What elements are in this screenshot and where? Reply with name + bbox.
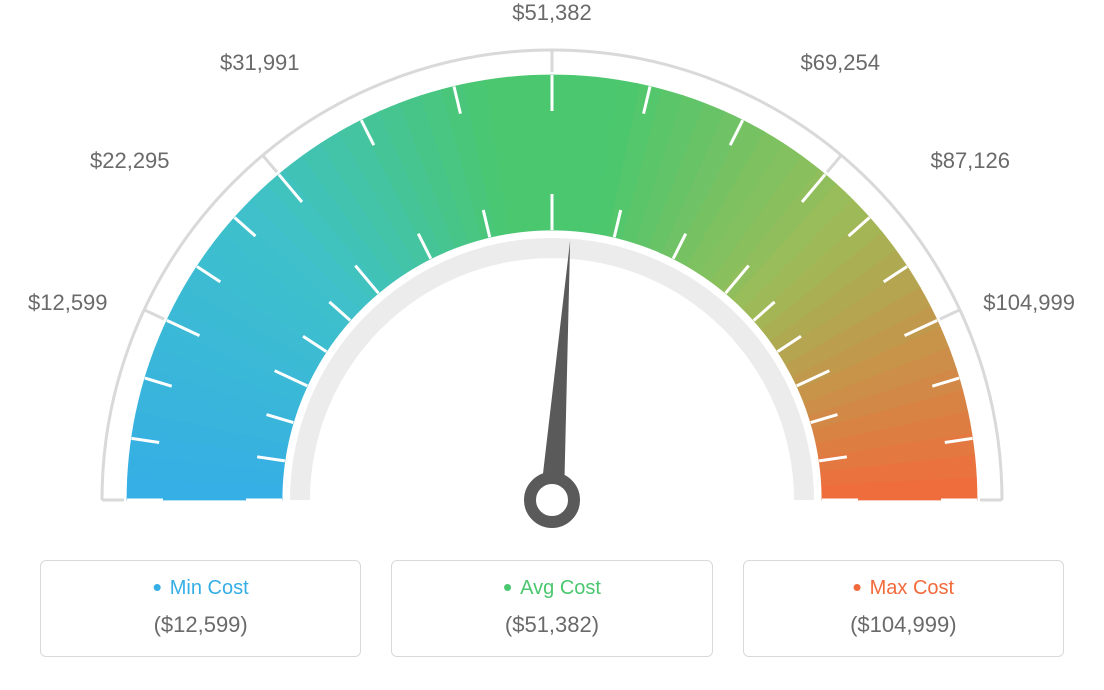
gauge-needle (540, 241, 570, 501)
scale-label: $87,126 (930, 148, 1010, 173)
legend-min-value: ($12,599) (53, 612, 348, 638)
gauge-chart: $12,599 $22,295 $31,991 $51,382 $69,254 $87,1… (0, 0, 1104, 560)
scale-label: $22,295 (90, 148, 170, 173)
legend-max-value: ($104,999) (756, 612, 1051, 638)
gauge-needle-hub (530, 478, 574, 522)
legend-min-label: Min Cost (53, 577, 348, 600)
legend-max-label: Max Cost (756, 577, 1051, 600)
legend-min: Min Cost ($12,599) (40, 560, 361, 657)
scale-label: $69,254 (800, 50, 880, 75)
scale-label: $104,999 (983, 290, 1075, 315)
legend-max: Max Cost ($104,999) (743, 560, 1064, 657)
gauge-svg: $12,599 $22,295 $31,991 $51,382 $69,254 $87,1… (0, 0, 1104, 560)
scale-label: $51,382 (512, 0, 592, 25)
legend-avg-value: ($51,382) (404, 612, 699, 638)
legend-avg-label: Avg Cost (404, 577, 699, 600)
scale-label: $31,991 (220, 50, 300, 75)
legend-avg: Avg Cost ($51,382) (391, 560, 712, 657)
scale-label: $12,599 (28, 290, 108, 315)
legend-row: Min Cost ($12,599) Avg Cost ($51,382) Ma… (0, 560, 1104, 657)
